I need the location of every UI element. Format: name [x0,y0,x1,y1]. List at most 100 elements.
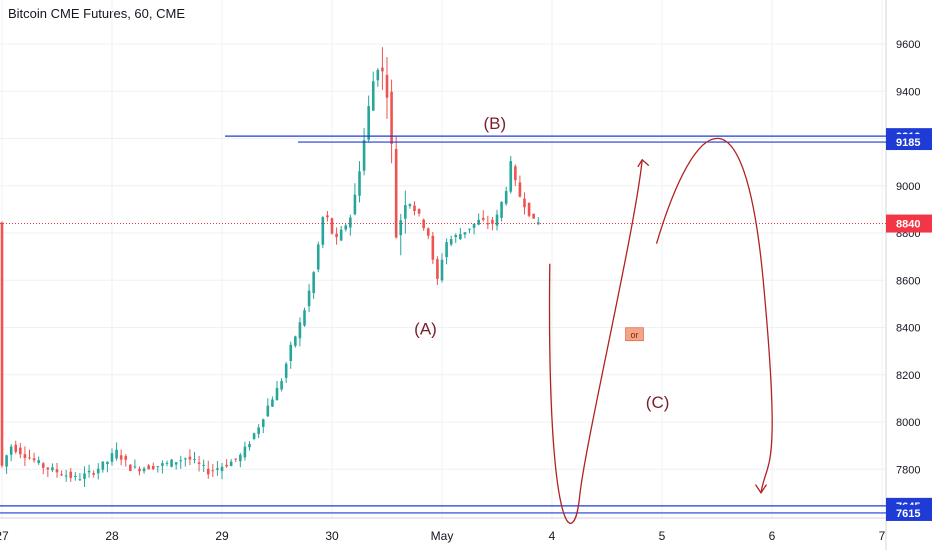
candle-body [381,67,384,72]
candle-body [436,259,439,279]
candle-body [133,466,137,468]
candle-body [344,225,348,230]
candle-body [404,205,407,219]
time-tick-label: 30 [325,529,339,543]
candle-body [239,454,242,462]
scenario-path-2 [655,137,773,493]
price-tick-label: 9400 [896,86,920,98]
candle-body [184,458,187,460]
candle-body [19,447,22,455]
candle-body [151,465,155,470]
annotation-or-label: or [630,330,638,340]
price-tick-label: 8200 [896,370,920,382]
candle-body [197,462,201,464]
candle-body [14,444,18,452]
candle-body [64,475,68,477]
candle-body [46,467,50,470]
candle-body [431,235,435,260]
candle-body [481,217,485,220]
candle-body [257,427,260,434]
candle-body [385,74,389,98]
candle-body [179,460,183,462]
candle-body [165,462,169,464]
candle-body [440,259,444,281]
candle-body [413,205,416,212]
candle-body [74,475,77,478]
candle-body [69,471,73,478]
candle-body [170,459,173,467]
candle-body [225,464,228,467]
candle-body [124,456,128,460]
time-tick-label: 28 [105,529,119,543]
candle-body [426,228,430,236]
candle-body [275,388,279,401]
candle-body [330,218,334,234]
time-tick-label: 7 [879,529,886,543]
level-tag-label: 9185 [896,137,920,149]
candle-body [5,455,8,467]
scenario-arrowhead-2 [754,484,768,495]
candle-body [321,217,325,245]
candle-body [367,105,370,140]
candle-body [216,468,219,470]
candle-body [362,140,366,171]
candle-body [339,229,343,241]
candle-body [312,272,315,294]
candle-body [142,468,146,472]
candle-body [156,466,160,468]
candle-body [119,455,123,460]
candle-body [523,198,526,208]
candle-body [211,470,215,472]
candle-body [316,244,320,270]
candle-body [229,461,233,467]
candle-body [9,446,13,455]
scenario-path-1 [548,159,643,524]
candle-body [32,458,36,461]
candle-body [161,463,164,466]
candle-body [106,461,109,465]
candle-body [532,213,535,219]
candle-body [23,454,27,458]
last-price-tag [886,214,932,233]
candle-body [174,462,178,465]
level-tag [886,134,932,151]
candle-body [495,214,499,226]
candle-body [60,474,63,476]
candle-body [87,470,91,473]
candle-body [188,456,192,460]
level-tag-label: 7615 [896,508,920,520]
candle-body [514,166,517,181]
candle-body [527,202,531,216]
candle-body [51,467,54,471]
candle-body [248,443,251,448]
price-tick-label: 8600 [896,275,920,287]
candle-body [390,91,393,144]
time-tick-label: 27 [0,529,9,543]
annotation-box [625,327,644,342]
candle-body [486,223,490,225]
price-tick-label: 9000 [896,181,920,193]
candle-body [284,363,288,378]
candle-body [358,171,361,196]
candle-body [536,222,540,225]
scenario-arrowhead-1 [637,158,650,168]
candle-body [101,461,105,470]
wave-label: (A) [414,320,437,339]
candle-body [280,381,283,390]
candle-body [303,310,306,326]
candle-body [417,209,421,214]
candle-body [472,223,476,228]
candle-body [491,219,494,224]
candle-body [115,449,118,459]
candle-body [449,239,453,245]
candle-body [289,344,293,361]
candle-body [518,182,522,197]
price-tick-label: 8000 [896,417,920,429]
candle-body [220,466,224,472]
last-price-label: 8840 [896,219,920,231]
time-tick-label: 29 [215,529,229,543]
candle-body [261,419,265,427]
candle-body [138,468,141,472]
